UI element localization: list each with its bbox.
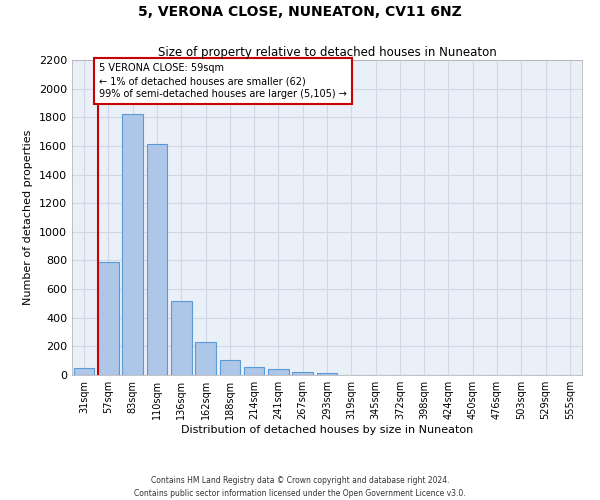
Bar — [268, 370, 289, 375]
Bar — [244, 367, 265, 375]
Bar — [317, 374, 337, 375]
Bar — [74, 368, 94, 375]
Y-axis label: Number of detached properties: Number of detached properties — [23, 130, 34, 305]
Bar — [220, 360, 240, 375]
Title: Size of property relative to detached houses in Nuneaton: Size of property relative to detached ho… — [158, 46, 496, 59]
Text: 5 VERONA CLOSE: 59sqm
← 1% of detached houses are smaller (62)
99% of semi-detac: 5 VERONA CLOSE: 59sqm ← 1% of detached h… — [100, 63, 347, 100]
Bar — [146, 144, 167, 375]
Text: 5, VERONA CLOSE, NUNEATON, CV11 6NZ: 5, VERONA CLOSE, NUNEATON, CV11 6NZ — [138, 5, 462, 19]
Text: Contains HM Land Registry data © Crown copyright and database right 2024.
Contai: Contains HM Land Registry data © Crown c… — [134, 476, 466, 498]
Bar — [292, 372, 313, 375]
Bar — [171, 300, 191, 375]
Bar — [195, 342, 216, 375]
X-axis label: Distribution of detached houses by size in Nuneaton: Distribution of detached houses by size … — [181, 425, 473, 435]
Bar — [98, 262, 119, 375]
Bar — [122, 114, 143, 375]
